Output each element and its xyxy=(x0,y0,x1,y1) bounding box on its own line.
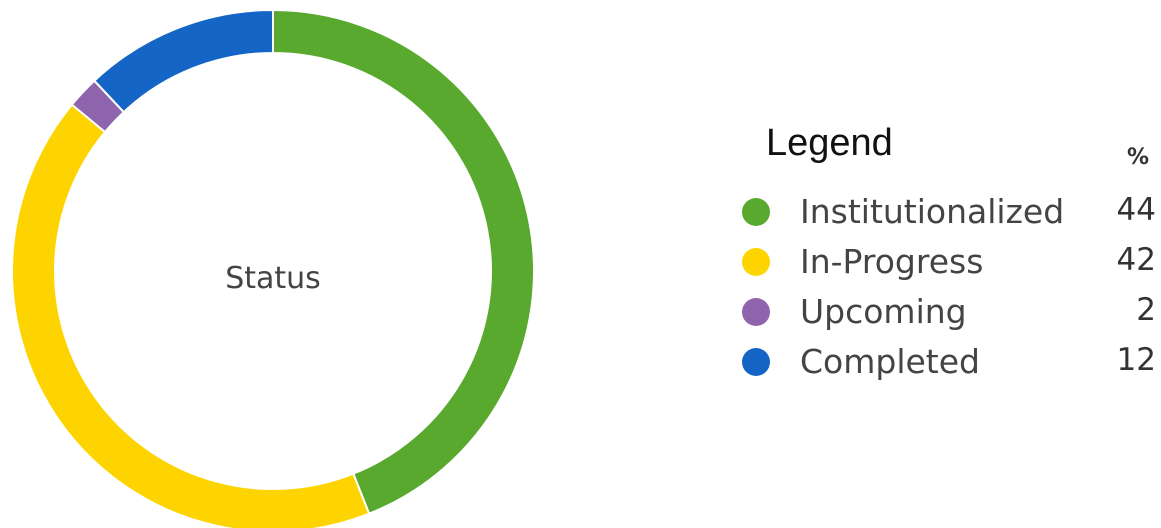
center-label: Status xyxy=(225,261,321,296)
legend-item-upcoming: Upcoming 2 xyxy=(742,288,1160,338)
legend-label: In-Progress xyxy=(800,242,984,281)
legend-value: 42 xyxy=(1116,242,1156,278)
legend-dot xyxy=(742,348,770,376)
legend: Institutionalized 44 In-Progress 42 Upco… xyxy=(742,188,1160,388)
donut-slice-in-progress xyxy=(11,103,371,528)
legend-item-in-progress: In-Progress 42 xyxy=(742,238,1160,288)
legend-label: Upcoming xyxy=(800,292,967,331)
percent-header: % xyxy=(1126,145,1150,170)
legend-dot xyxy=(742,198,770,226)
donut-slice-institutionalized xyxy=(272,8,535,515)
legend-value: 12 xyxy=(1116,342,1156,378)
legend-item-completed: Completed 12 xyxy=(742,338,1160,388)
legend-title: Legend xyxy=(766,122,893,164)
donut-chart: Status xyxy=(11,8,535,528)
legend-item-institutionalized: Institutionalized 44 xyxy=(742,188,1160,238)
donut-slices xyxy=(11,8,535,528)
legend-value: 2 xyxy=(1136,292,1156,328)
legend-value: 44 xyxy=(1116,192,1156,228)
legend-dot xyxy=(742,248,770,276)
legend-dot xyxy=(742,298,770,326)
donut-slice-completed xyxy=(92,8,274,114)
legend-label: Institutionalized xyxy=(800,192,1065,231)
legend-label: Completed xyxy=(800,342,980,381)
